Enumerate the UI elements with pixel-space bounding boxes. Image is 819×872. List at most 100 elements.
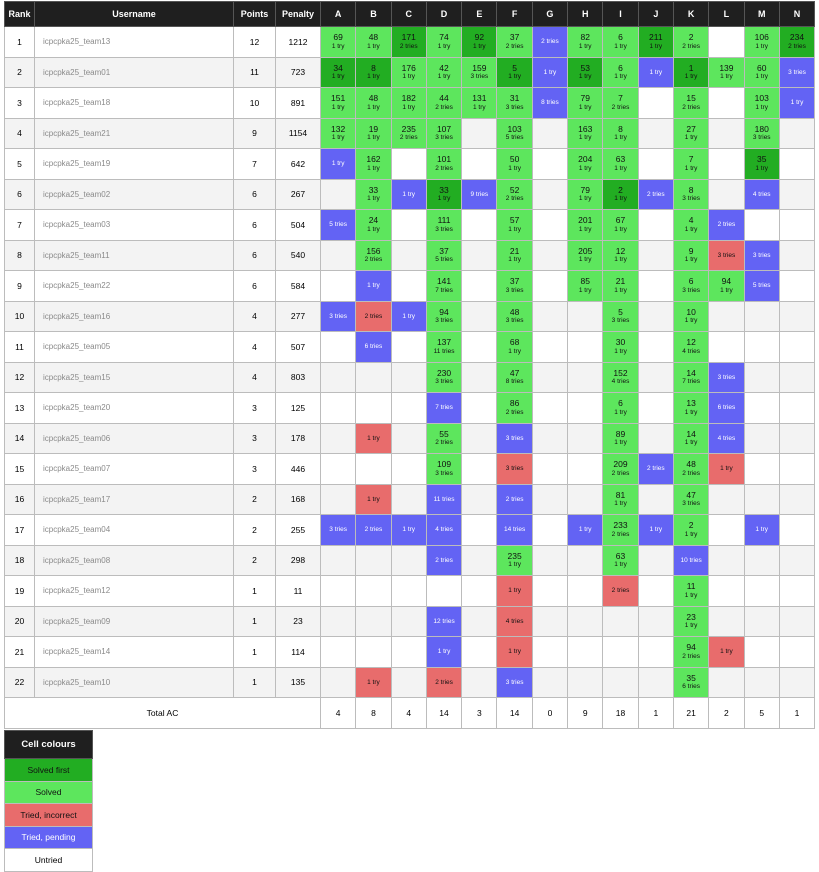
penalty-cell: 255 [275, 514, 321, 546]
problem-header-e[interactable]: E [461, 1, 498, 27]
total-count-g: 0 [531, 697, 569, 729]
problem-cell-h: 79 1 try [567, 178, 604, 210]
tries-count: 1 try [508, 561, 521, 569]
tries-count: 3 tries [682, 286, 700, 294]
problem-cell-j [637, 270, 674, 302]
problem-cell-n: 3 tries [778, 56, 816, 88]
problem-cell-k: 27 1 try [672, 117, 710, 149]
table-row: 21 icpcpka25_team14 1 114 1 try 1 try 94 2 trie… [4, 636, 816, 668]
problem-cell-e [461, 209, 498, 241]
solve-time: 50 [509, 154, 520, 165]
problem-cell-k: 35 6 tries [672, 666, 710, 698]
problem-cell-b: 1 try [355, 666, 392, 698]
solve-time: 180 [754, 123, 769, 134]
penalty-header[interactable]: Penalty [275, 1, 321, 27]
problem-header-b[interactable]: B [355, 1, 392, 27]
tries-count: 1 try [684, 225, 698, 233]
rank-header[interactable]: Rank [4, 1, 35, 27]
username-cell: icpcpka25_team04 [34, 514, 234, 546]
tries-count: 1 try [331, 42, 345, 50]
problem-cell-b: 2 tries [355, 300, 392, 332]
tries-count: 2 tries [435, 103, 453, 111]
total-count-l: 2 [708, 697, 745, 729]
problem-cell-h [567, 666, 604, 698]
rank-cell: 14 [4, 422, 35, 454]
tries-count: 8 tries [505, 378, 524, 386]
problem-cell-a [319, 178, 357, 210]
problem-cell-h [567, 575, 604, 607]
problem-cell-c [390, 453, 427, 485]
points-header[interactable]: Points [233, 1, 276, 27]
problem-cell-e [461, 666, 498, 698]
problem-cell-c [390, 209, 427, 241]
username-header[interactable]: Username [34, 1, 234, 27]
problem-header-m[interactable]: M [743, 1, 780, 27]
solve-time: 94 [439, 306, 449, 317]
problem-header-f[interactable]: F [496, 1, 533, 27]
problem-cell-e [461, 117, 498, 149]
problem-cell-f: 57 1 try [496, 209, 533, 241]
tries-count: 1 try [367, 225, 380, 233]
solve-time: 151 [331, 93, 346, 104]
scoreboard-body: 1 icpcpka25_team13 12 1212 69 1 try 48 1 try 171… [4, 26, 816, 729]
tries-count: 5 tries [435, 256, 453, 264]
problem-cell-d: 111 3 tries [425, 209, 463, 241]
rank-cell: 6 [4, 178, 35, 210]
problem-cell-d: 12 tries [425, 605, 463, 637]
points-cell: 2 [233, 483, 276, 515]
problem-header-c[interactable]: C [390, 1, 427, 27]
problem-cell-n [778, 514, 816, 546]
table-row: 9 icpcpka25_team22 6 584 1 try 141 7 tries 37 3 … [4, 270, 816, 302]
problem-cell-g [531, 270, 569, 302]
solve-time: 86 [509, 398, 520, 409]
problem-cell-l [708, 87, 745, 119]
problem-header-g[interactable]: G [531, 1, 569, 27]
problem-cell-c [390, 666, 427, 698]
problem-cell-d: 1 try [425, 636, 463, 668]
problem-cell-k: 14 7 tries [672, 361, 710, 393]
table-row: 2 icpcpka25_team01 11 723 34 1 try 8 1 try 176 1 … [4, 56, 816, 88]
problem-header-k[interactable]: K [672, 1, 710, 27]
problem-cell-j [637, 422, 674, 454]
points-cell: 2 [233, 544, 276, 576]
rank-cell: 22 [4, 666, 35, 698]
problem-header-d[interactable]: D [425, 1, 463, 27]
tries-count: 1 try [508, 587, 521, 595]
problem-header-j[interactable]: J [637, 1, 674, 27]
problem-header-n[interactable]: N [778, 1, 816, 27]
problem-cell-m: 1 try [743, 514, 780, 546]
problem-cell-e [461, 148, 498, 180]
tries-count: 3 tries [505, 465, 524, 473]
username-cell: icpcpka25_team05 [34, 331, 234, 363]
problem-cell-g: 1 try [531, 56, 569, 88]
problem-cell-j [637, 361, 674, 393]
problem-header-a[interactable]: A [319, 1, 357, 27]
problem-cell-f: 52 2 tries [496, 178, 533, 210]
penalty-cell: 11 [275, 575, 321, 607]
solve-time: 233 [613, 520, 628, 531]
rank-cell: 2 [4, 56, 35, 88]
tries-count: 2 tries [364, 312, 383, 320]
username-cell: icpcpka25_team10 [34, 666, 234, 698]
solve-time: 68 [509, 337, 520, 348]
tries-count: 1 try [402, 190, 416, 198]
problem-cell-l [708, 331, 745, 363]
solve-time: 7 [618, 93, 623, 104]
problem-cell-d: 4 tries [425, 514, 463, 546]
penalty-cell: 178 [275, 422, 321, 454]
problem-cell-g [531, 361, 569, 393]
tries-count: 2 tries [399, 42, 418, 50]
problem-cell-g [531, 605, 569, 637]
solve-time: 211 [649, 32, 663, 43]
problem-header-i[interactable]: I [602, 1, 639, 27]
problem-cell-h [567, 300, 604, 332]
penalty-cell: 1212 [275, 26, 321, 58]
problem-cell-c [390, 270, 427, 302]
problem-header-h[interactable]: H [567, 1, 604, 27]
problem-cell-a [319, 239, 357, 271]
problem-cell-a [319, 575, 357, 607]
problem-header-l[interactable]: L [708, 1, 745, 27]
